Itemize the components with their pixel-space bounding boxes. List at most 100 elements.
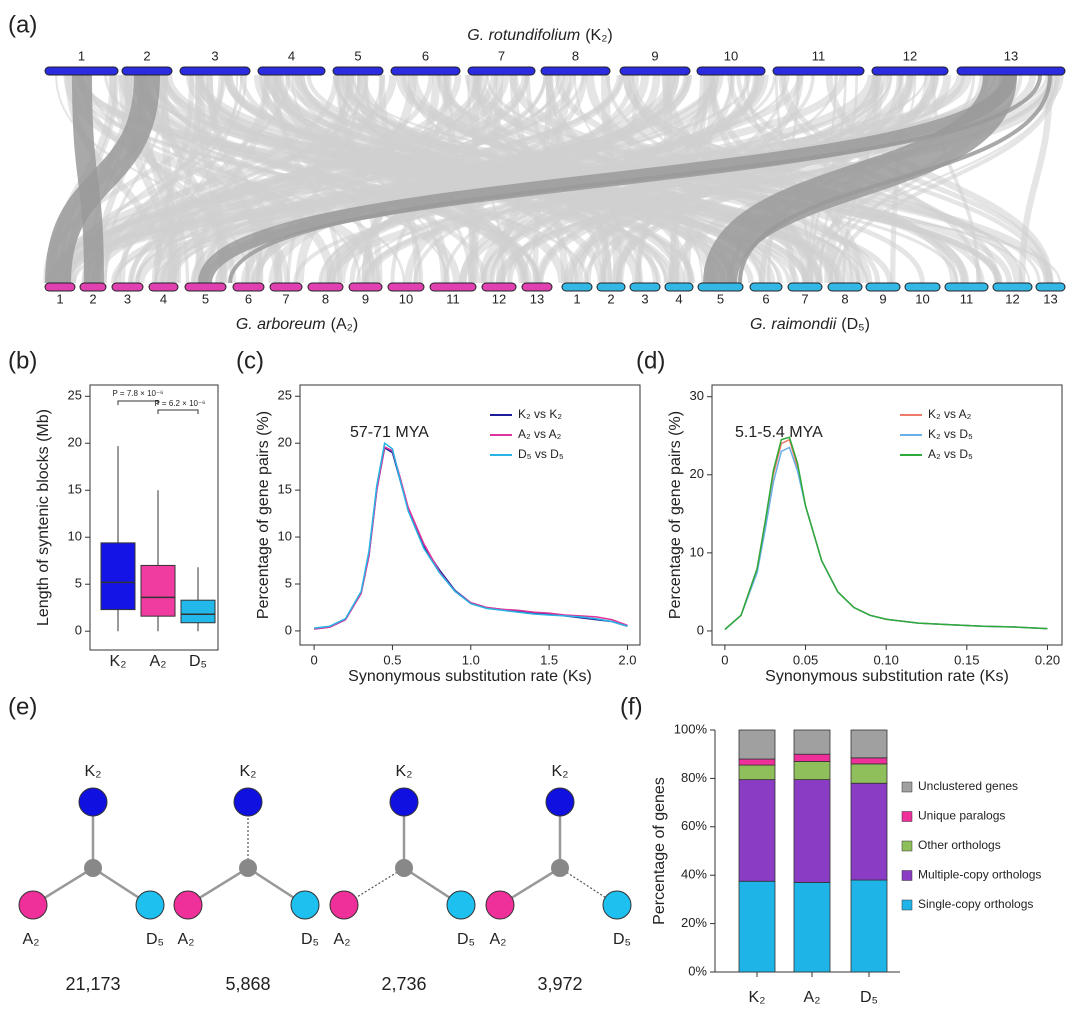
- chromosome: [521, 282, 553, 292]
- y-tick-label: 5: [75, 576, 82, 591]
- x-tick-label: 2.0: [618, 652, 636, 667]
- legend-swatch: [901, 899, 913, 911]
- chromosome: [629, 282, 661, 292]
- node: [290, 890, 320, 920]
- ribbon: [206, 74, 283, 284]
- line: [314, 441, 628, 629]
- x-tick-label: 1.5: [540, 652, 558, 667]
- chromosome-label: 12: [903, 48, 917, 63]
- species-name: G. arboreum: [236, 316, 326, 333]
- y-tick-label: 20: [278, 435, 292, 450]
- chromosome: [429, 282, 477, 292]
- legend-label: Unique paralogs: [918, 809, 1005, 823]
- bar-segment: [793, 779, 831, 883]
- y-tick-label: 15: [68, 482, 82, 497]
- y-tick-label: 40%: [681, 867, 707, 882]
- panel-label: (e): [8, 693, 37, 720]
- x-tick-label: A₂: [150, 653, 167, 670]
- ribbon: [202, 74, 385, 284]
- chromosome: [827, 282, 863, 292]
- chromosome: [664, 282, 694, 292]
- chromosome-label: 7: [498, 48, 505, 63]
- genome-code: (A₂): [331, 316, 359, 333]
- chromosome-label: 4: [288, 48, 295, 63]
- p-value: P = 7.8 × 10⁻⁶: [113, 389, 164, 398]
- chromosome-label: 7: [801, 291, 808, 306]
- chromosome: [696, 66, 766, 76]
- bracket: [117, 400, 159, 405]
- node-label: A₂: [178, 931, 195, 948]
- ribbon: [404, 74, 661, 284]
- y-tick-label: 0: [697, 622, 704, 637]
- y-axis-label: Percentage of gene pairs (%): [667, 411, 684, 619]
- legend-swatch: [901, 840, 913, 852]
- legend-swatch: [901, 870, 913, 881]
- chromosome: [540, 66, 611, 76]
- node-label: A₂: [490, 931, 507, 948]
- chromosome: [111, 282, 144, 292]
- chromosome-label: 3: [124, 291, 131, 306]
- ribbon: [344, 74, 579, 284]
- y-tick-label: 10: [278, 528, 292, 543]
- y-tick-label: 15: [278, 482, 292, 497]
- y-tick-label: 25: [68, 388, 82, 403]
- genome-code: (K₂): [585, 27, 613, 44]
- gene-count: 2,736: [381, 974, 426, 994]
- chromosome: [596, 282, 626, 292]
- chromosome-label: 4: [160, 291, 167, 306]
- chromosome: [481, 282, 517, 292]
- chromosome: [390, 66, 461, 76]
- species-label: G. rotundifolium (K₂): [467, 27, 612, 44]
- chromosome-label: 1: [78, 48, 85, 63]
- chromosome: [387, 282, 425, 292]
- chromosome-label: 13: [530, 291, 544, 306]
- x-axis-label: Synonymous substitution rate (Ks): [348, 668, 592, 685]
- chromosome: [184, 282, 227, 292]
- node-label: A₂: [334, 931, 351, 948]
- y-tick-label: 20: [68, 435, 82, 450]
- x-tick-label: K₂: [110, 653, 127, 670]
- bar-segment: [738, 880, 776, 973]
- y-tick-label: 30: [690, 388, 704, 403]
- chromosome: [348, 282, 383, 292]
- y-tick-label: 25: [278, 388, 292, 403]
- node: [78, 787, 108, 817]
- chromosome: [467, 66, 536, 76]
- chromosome-label: 6: [762, 291, 769, 306]
- y-axis-label: Percentage of gene pairs (%): [255, 411, 272, 619]
- chromosome: [904, 282, 941, 292]
- x-tick-label: 0.05: [793, 652, 818, 667]
- x-tick-label: 0.5: [383, 652, 401, 667]
- y-tick-label: 20: [690, 466, 704, 481]
- chromosome: [148, 282, 179, 292]
- gene-count: 3,972: [537, 974, 582, 994]
- panel-label: (f): [620, 693, 643, 720]
- center-node: [239, 859, 257, 877]
- gene-count: 5,868: [225, 974, 270, 994]
- ribbon: [357, 74, 450, 284]
- x-tick-label: K₂: [749, 989, 766, 1006]
- y-tick-label: 10: [690, 544, 704, 559]
- ribbon: [351, 74, 1031, 284]
- x-tick-label: D₅: [860, 989, 878, 1006]
- chromosome-label: 6: [422, 48, 429, 63]
- chromosome-label: 11: [960, 291, 974, 306]
- line: [314, 445, 628, 630]
- chromosome-label: 11: [446, 291, 460, 306]
- legend-label: K₂ vs K₂: [518, 407, 562, 421]
- y-tick-label: 0: [75, 623, 82, 638]
- chromosome-label: 9: [362, 291, 369, 306]
- p-value: P = 6.2 × 10⁻⁶: [155, 399, 206, 408]
- genome-code: (D₅): [841, 316, 870, 333]
- ribbon: [228, 74, 1042, 284]
- ribbon: [707, 74, 865, 284]
- chromosome-label: 5: [202, 291, 209, 306]
- node: [329, 890, 359, 920]
- ribbon: [335, 74, 642, 284]
- box: [100, 542, 136, 611]
- species-name: G. rotundifolium: [467, 27, 580, 44]
- x-tick-label: A₂: [804, 989, 821, 1006]
- legend-swatch: [901, 781, 913, 793]
- bar-segment: [850, 763, 888, 784]
